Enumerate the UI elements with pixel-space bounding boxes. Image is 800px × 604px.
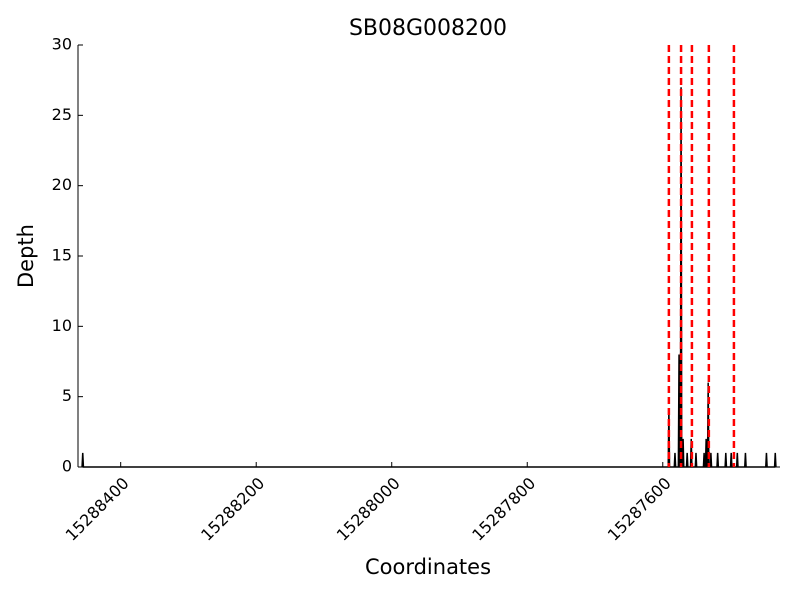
y-tick-label: 30 (52, 35, 72, 54)
x-tick-label: 15288400 (62, 474, 133, 545)
y-tick-label: 25 (52, 105, 72, 124)
y-tick-label: 0 (62, 457, 72, 476)
x-axis-label: Coordinates (365, 555, 491, 579)
y-tick-label: 20 (52, 175, 72, 194)
x-tick-label: 15287600 (604, 474, 675, 545)
x-tick-label: 15288200 (197, 474, 268, 545)
y-tick-label: 15 (52, 246, 72, 265)
y-tick-label: 10 (52, 316, 72, 335)
x-tick-label: 15288000 (333, 474, 404, 545)
y-tick-label: 5 (62, 386, 72, 405)
y-axis-label: Depth (14, 224, 38, 288)
x-tick-label: 15287800 (468, 474, 539, 545)
chart-title: SB08G008200 (349, 16, 507, 41)
depth-line (81, 87, 777, 468)
